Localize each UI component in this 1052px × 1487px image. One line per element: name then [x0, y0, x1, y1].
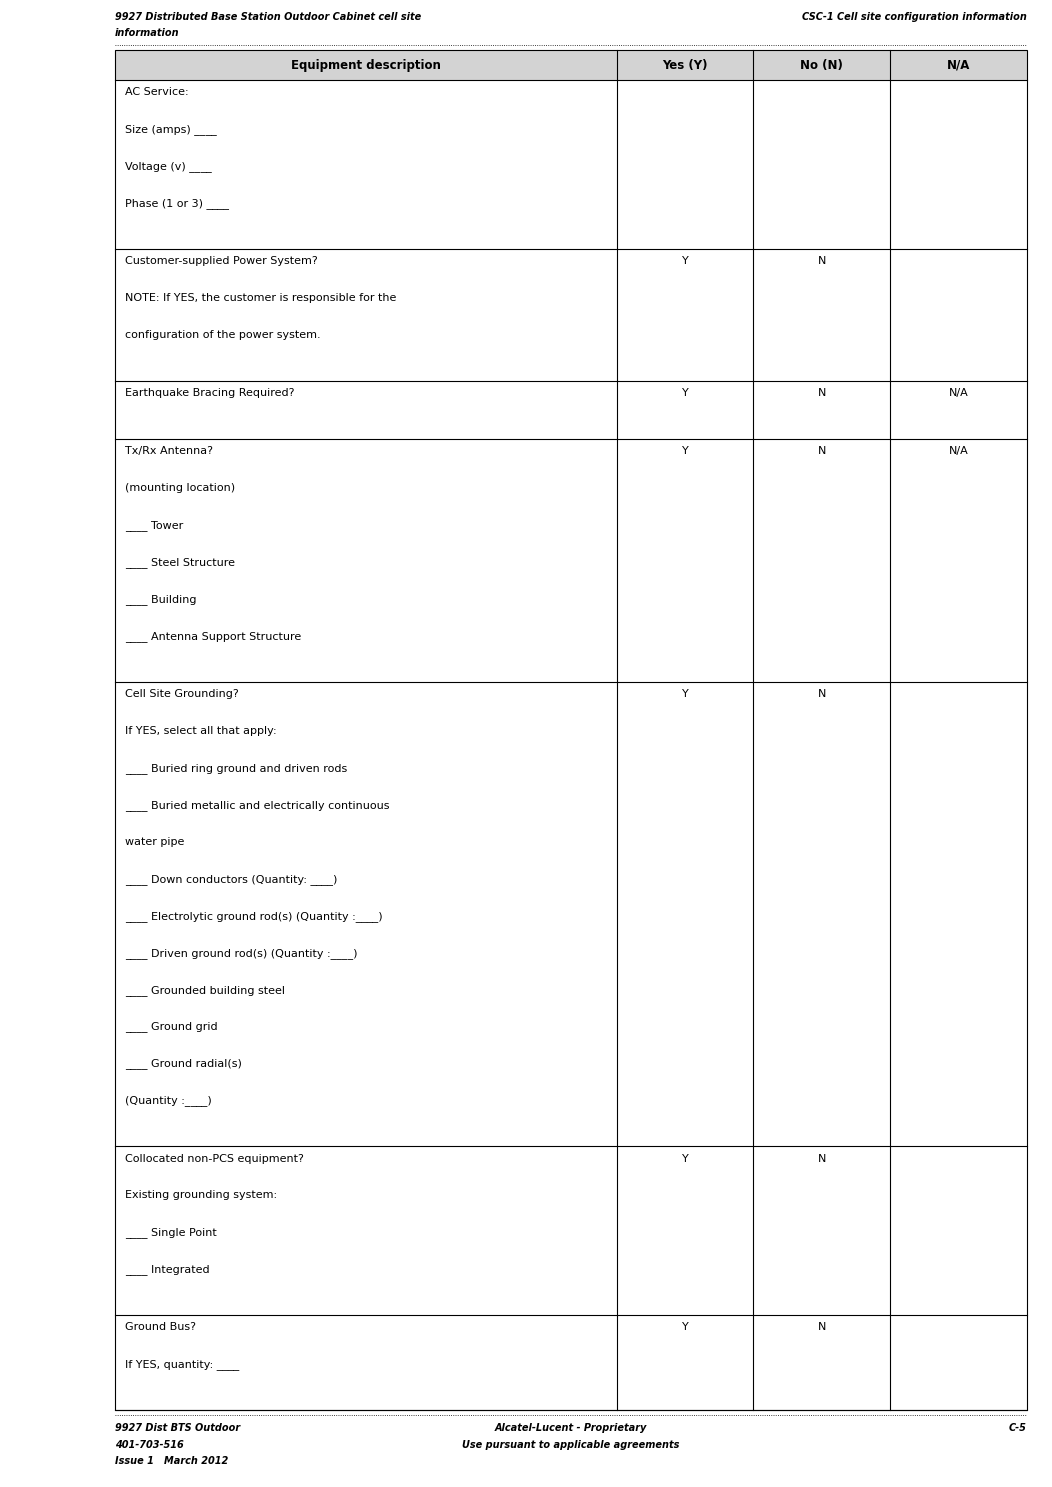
- Text: Customer-supplied Power System?: Customer-supplied Power System?: [125, 256, 318, 266]
- Bar: [115, 51, 1027, 80]
- Text: If YES, quantity: ____: If YES, quantity: ____: [125, 1359, 239, 1370]
- Text: AC Service:: AC Service:: [125, 88, 188, 97]
- Text: ____ Buried ring ground and driven rods: ____ Buried ring ground and driven rods: [125, 763, 347, 773]
- Text: ____ Ground grid: ____ Ground grid: [125, 1022, 218, 1032]
- Text: Tx/Rx Antenna?: Tx/Rx Antenna?: [125, 446, 213, 457]
- Text: Ground Bus?: Ground Bus?: [125, 1322, 196, 1332]
- Text: Yes (Y): Yes (Y): [663, 58, 708, 71]
- Text: ____ Driven ground rod(s) (Quantity :____): ____ Driven ground rod(s) (Quantity :___…: [125, 947, 358, 959]
- Text: Cell Site Grounding?: Cell Site Grounding?: [125, 688, 239, 699]
- Text: ____ Single Point: ____ Single Point: [125, 1227, 217, 1239]
- Text: Earthquake Bracing Required?: Earthquake Bracing Required?: [125, 388, 295, 399]
- Text: Y: Y: [682, 446, 688, 457]
- Text: ____ Buried metallic and electrically continuous: ____ Buried metallic and electrically co…: [125, 800, 389, 810]
- Text: N: N: [817, 388, 826, 399]
- Text: CSC-1 Cell site configuration information: CSC-1 Cell site configuration informatio…: [802, 12, 1027, 22]
- Text: Alcatel-Lucent - Proprietary: Alcatel-Lucent - Proprietary: [494, 1423, 647, 1433]
- Text: No (N): No (N): [801, 58, 844, 71]
- Text: ____ Steel Structure: ____ Steel Structure: [125, 558, 235, 568]
- Text: Y: Y: [682, 1154, 688, 1163]
- Text: N: N: [817, 446, 826, 457]
- Text: ____ Grounded building steel: ____ Grounded building steel: [125, 984, 285, 995]
- Text: Y: Y: [682, 388, 688, 399]
- Text: (Quantity :____): (Quantity :____): [125, 1096, 211, 1106]
- Text: water pipe: water pipe: [125, 837, 184, 846]
- Text: ____ Antenna Support Structure: ____ Antenna Support Structure: [125, 630, 301, 642]
- Text: N/A: N/A: [947, 58, 970, 71]
- Text: ____ Tower: ____ Tower: [125, 520, 183, 531]
- Text: Y: Y: [682, 256, 688, 266]
- Text: 9927 Dist BTS Outdoor: 9927 Dist BTS Outdoor: [115, 1423, 240, 1433]
- Text: N: N: [817, 1322, 826, 1332]
- Text: Phase (1 or 3) ____: Phase (1 or 3) ____: [125, 198, 229, 210]
- Text: Collocated non-PCS equipment?: Collocated non-PCS equipment?: [125, 1154, 304, 1163]
- Text: Y: Y: [682, 1322, 688, 1332]
- Text: Y: Y: [682, 688, 688, 699]
- Text: ____ Integrated: ____ Integrated: [125, 1264, 209, 1276]
- Text: ____ Electrolytic ground rod(s) (Quantity :____): ____ Electrolytic ground rod(s) (Quantit…: [125, 910, 383, 922]
- Text: Size (amps) ____: Size (amps) ____: [125, 125, 217, 135]
- Text: N: N: [817, 1154, 826, 1163]
- Text: NOTE: If YES, the customer is responsible for the: NOTE: If YES, the customer is responsibl…: [125, 293, 397, 303]
- Text: ____ Building: ____ Building: [125, 593, 197, 605]
- Text: Voltage (v) ____: Voltage (v) ____: [125, 161, 211, 172]
- Text: Existing grounding system:: Existing grounding system:: [125, 1191, 277, 1200]
- Text: configuration of the power system.: configuration of the power system.: [125, 330, 321, 341]
- Text: 9927 Distributed Base Station Outdoor Cabinet cell site: 9927 Distributed Base Station Outdoor Ca…: [115, 12, 421, 22]
- Text: N/A: N/A: [949, 446, 969, 457]
- Text: (mounting location): (mounting location): [125, 483, 236, 494]
- Text: Use pursuant to applicable agreements: Use pursuant to applicable agreements: [462, 1439, 680, 1450]
- Text: If YES, select all that apply:: If YES, select all that apply:: [125, 726, 277, 736]
- Text: ____ Ground radial(s): ____ Ground radial(s): [125, 1059, 242, 1069]
- Text: information: information: [115, 28, 180, 39]
- Text: C-5: C-5: [1009, 1423, 1027, 1433]
- Text: N: N: [817, 256, 826, 266]
- Text: 401-703-516: 401-703-516: [115, 1439, 184, 1450]
- Text: ____ Down conductors (Quantity: ____): ____ Down conductors (Quantity: ____): [125, 874, 338, 885]
- Text: Issue 1   March 2012: Issue 1 March 2012: [115, 1456, 228, 1466]
- Text: Equipment description: Equipment description: [290, 58, 441, 71]
- Bar: [115, 51, 1027, 1410]
- Text: N: N: [817, 688, 826, 699]
- Text: N/A: N/A: [949, 388, 969, 399]
